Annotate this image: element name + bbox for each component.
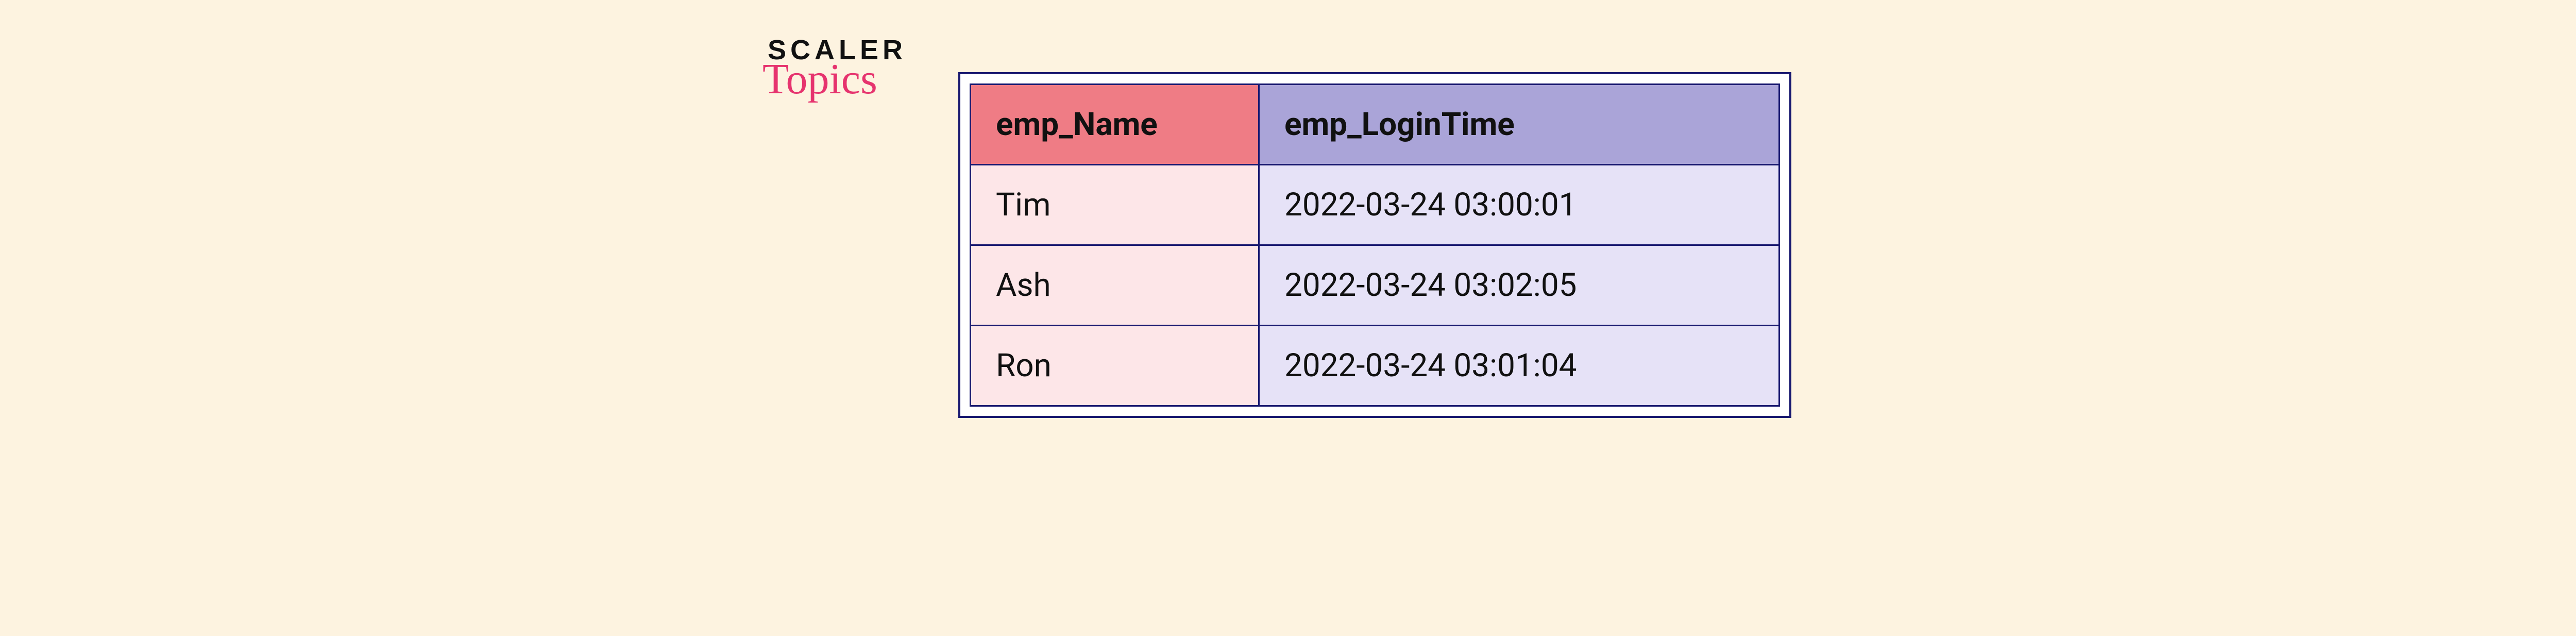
cell-emp-logintime: 2022-03-24 03:02:05 <box>1259 245 1780 326</box>
cell-emp-logintime: 2022-03-24 03:01:04 <box>1259 326 1780 406</box>
cell-emp-logintime: 2022-03-24 03:00:01 <box>1259 165 1780 245</box>
column-header-emp-name: emp_Name <box>971 85 1259 165</box>
employee-table-frame: emp_Name emp_LoginTime Tim 2022-03-24 03… <box>958 72 1791 418</box>
brand-logo: SCALER Topics <box>768 36 907 101</box>
employee-table: emp_Name emp_LoginTime Tim 2022-03-24 03… <box>970 83 1780 407</box>
cell-emp-name: Ash <box>971 245 1259 326</box>
column-header-emp-logintime: emp_LoginTime <box>1259 85 1780 165</box>
table-row: Ron 2022-03-24 03:01:04 <box>971 326 1780 406</box>
cell-emp-name: Ron <box>971 326 1259 406</box>
table-row: Ash 2022-03-24 03:02:05 <box>971 245 1780 326</box>
table-row: Tim 2022-03-24 03:00:01 <box>971 165 1780 245</box>
cell-emp-name: Tim <box>971 165 1259 245</box>
table-header-row: emp_Name emp_LoginTime <box>971 85 1780 165</box>
